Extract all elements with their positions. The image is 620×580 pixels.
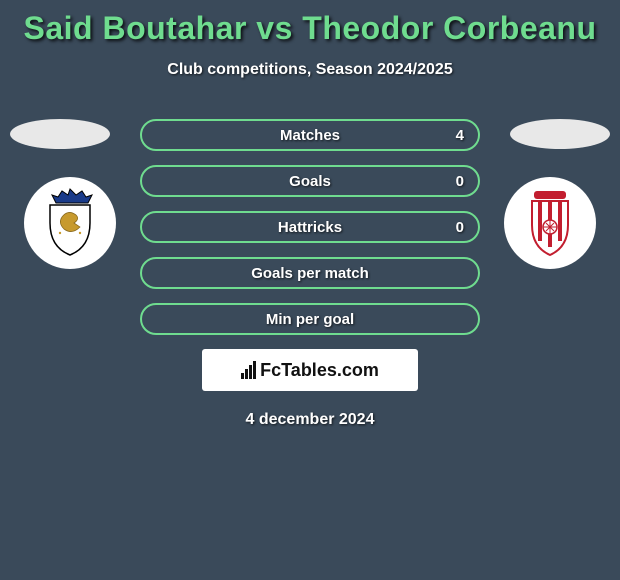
brand-text: FcTables.com xyxy=(260,360,379,381)
stat-value-right: 0 xyxy=(456,219,464,236)
stat-label: Matches xyxy=(280,127,340,144)
stat-row: Goals per match xyxy=(140,257,480,289)
left-player-placeholder xyxy=(10,119,110,149)
stat-value-right: 4 xyxy=(456,127,464,144)
comparison-area: Matches 4 Goals 0 Hattricks 0 Goals per … xyxy=(0,119,620,429)
stat-value-right: 0 xyxy=(456,173,464,190)
stat-row: Goals 0 xyxy=(140,165,480,197)
date-text: 4 december 2024 xyxy=(0,411,620,429)
subtitle: Club competitions, Season 2024/2025 xyxy=(0,61,620,79)
brand-logo: FcTables.com xyxy=(202,349,418,391)
right-player-placeholder xyxy=(510,119,610,149)
left-club-logo xyxy=(24,177,116,269)
brand-bars-icon xyxy=(241,361,256,379)
stat-row: Hattricks 0 xyxy=(140,211,480,243)
page-title: Said Boutahar vs Theodor Corbeanu xyxy=(0,0,620,47)
granada-crest-icon xyxy=(518,187,582,259)
stats-list: Matches 4 Goals 0 Hattricks 0 Goals per … xyxy=(140,119,480,335)
stat-label: Goals xyxy=(289,173,331,190)
right-club-logo xyxy=(504,177,596,269)
stat-label: Goals per match xyxy=(251,265,369,282)
stat-label: Hattricks xyxy=(278,219,342,236)
stat-row: Min per goal xyxy=(140,303,480,335)
stat-label: Min per goal xyxy=(266,311,354,328)
zaragoza-crest-icon xyxy=(38,187,102,259)
stat-row: Matches 4 xyxy=(140,119,480,151)
